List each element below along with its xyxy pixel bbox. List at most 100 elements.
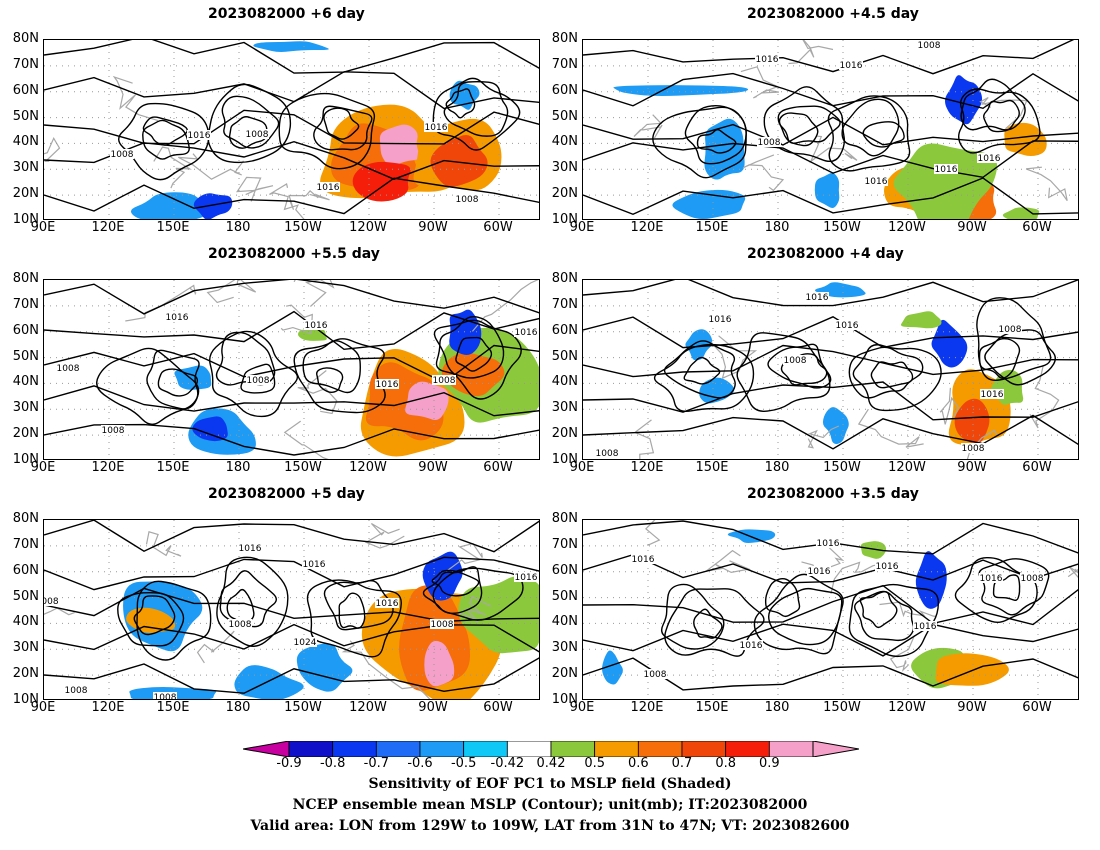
- x-axis-label: 150W: [284, 220, 322, 235]
- x-axis-label: 90W: [418, 460, 448, 475]
- contour-label: 1008: [246, 130, 269, 140]
- y-axis-label: 70N: [12, 536, 39, 552]
- x-axis-label: 150W: [284, 460, 322, 475]
- mslp-contour: [44, 657, 539, 694]
- contour-label: 1008: [456, 195, 479, 205]
- y-axis-label: 70N: [551, 56, 578, 72]
- x-axis-label: 150W: [823, 700, 861, 715]
- x-axis-label: 120W: [888, 460, 926, 475]
- panel-title: 2023082000 +5.5 day: [208, 246, 380, 262]
- contour-label-bg: [375, 379, 399, 389]
- caption-line-3: Valid area: LON from 129W to 109W, LAT f…: [250, 818, 850, 834]
- coastline: [830, 561, 883, 594]
- coastline: [705, 549, 752, 574]
- contour-label-bg: [246, 375, 270, 385]
- mslp-contour: [736, 332, 831, 412]
- contour-label-bg: [64, 685, 88, 695]
- mslp-contour: [763, 86, 846, 163]
- contour-label: 1016: [836, 321, 859, 331]
- coastline: [236, 176, 274, 202]
- coastline: [740, 66, 780, 99]
- contour-label: 008: [44, 597, 59, 607]
- mslp-contour: [435, 316, 505, 379]
- x-axis-label: 60W: [1022, 460, 1052, 475]
- mslp-contour: [44, 310, 539, 351]
- mslp-contour: [768, 587, 843, 646]
- sensitivity-shading: [430, 135, 488, 187]
- mslp-contour: [583, 40, 1075, 75]
- sensitivity-shading: [234, 665, 304, 699]
- coastline: [1067, 565, 1078, 579]
- contour-label: 1016: [981, 390, 1004, 400]
- x-axis-label: 120W: [888, 220, 926, 235]
- sensitivity-shading: [931, 319, 968, 368]
- y-axis-label: 40N: [551, 374, 578, 390]
- mslp-contour: [44, 344, 539, 384]
- contour-label: 1016: [239, 544, 262, 554]
- colorbar-label: 0.7: [671, 756, 693, 771]
- colorbar-segment: [681, 741, 727, 757]
- contour-label-bg: [913, 621, 937, 631]
- colorbar-segment: [768, 741, 814, 757]
- mslp-contour: [44, 177, 539, 215]
- contour-label-bg: [875, 561, 899, 571]
- coastline: [297, 370, 338, 415]
- x-axis-label: 150W: [823, 220, 861, 235]
- mslp-contour: [44, 280, 539, 315]
- y-axis-label: 40N: [12, 614, 39, 630]
- mslp-contour: [316, 367, 344, 394]
- colorbar-label: 0.5: [584, 756, 605, 771]
- map-panel: 1016 1016 1008 1024 1016 1008 1016 008 1008 1008: [43, 519, 540, 700]
- mslp-contour: [583, 414, 1078, 450]
- colorbar-low-end: [243, 741, 290, 757]
- mslp-contour: [583, 623, 1078, 657]
- contour-label: 1016: [303, 560, 326, 570]
- colorbar-label: -0.8: [319, 756, 346, 771]
- mslp-contour: [142, 119, 190, 160]
- x-axis-label: 120E: [630, 460, 664, 475]
- mslp-contour: [455, 336, 493, 372]
- contour-label: 1008: [431, 620, 454, 630]
- mslp-contour: [954, 556, 1038, 623]
- contour-label: 1008: [962, 444, 985, 454]
- map-canvas: 1016 1016 1016 1016 1016 1008 1016 1016 1008: [583, 520, 1078, 699]
- contour-label-bg: [44, 596, 62, 606]
- contour-label-bg: [595, 448, 619, 458]
- mslp-contour: [663, 340, 736, 399]
- y-axis-label: 60N: [12, 562, 39, 578]
- y-axis-label: 80N: [551, 271, 578, 286]
- mslp-contour: [978, 558, 1050, 616]
- mslp-contour: [443, 80, 509, 137]
- mslp-contour: [983, 99, 1020, 133]
- mslp-contour: [433, 319, 522, 400]
- sensitivity-shading: [685, 329, 713, 361]
- contour-label: 1016: [425, 123, 448, 133]
- coastline: [939, 387, 960, 425]
- sensitivity-shading: [174, 365, 212, 390]
- mslp-contour: [652, 106, 747, 179]
- contour-label-bg: [238, 543, 262, 553]
- mslp-contour: [780, 353, 828, 386]
- contour-label-bg: [961, 443, 985, 453]
- y-axis-label: 20N: [12, 186, 39, 202]
- coastline: [710, 335, 758, 380]
- contour-label: 1016: [914, 622, 937, 632]
- y-axis-label: 20N: [12, 426, 39, 442]
- coastline: [44, 136, 61, 163]
- sensitivity-shading: [130, 192, 209, 219]
- coastline: [44, 607, 75, 616]
- coastline: [145, 531, 182, 557]
- contour-label: 1016: [376, 599, 399, 609]
- contour-label-bg: [783, 355, 807, 365]
- caption-line-1: Sensitivity of EOF PC1 to MSLP field (Sh…: [368, 776, 732, 792]
- map-panel: 1016 1016 1016 1016 1016 1008 1016 1016 1008: [582, 519, 1079, 700]
- mslp-contour: [313, 105, 373, 151]
- colorbar-label: -0.42: [490, 756, 525, 771]
- y-axis-label: 80N: [551, 31, 578, 46]
- y-axis-label: 30N: [12, 400, 39, 416]
- x-axis-label: 150W: [823, 460, 861, 475]
- y-axis-label: 40N: [551, 134, 578, 150]
- mslp-contour: [208, 330, 299, 418]
- x-axis-label: 90E: [30, 220, 56, 235]
- mslp-contour: [848, 583, 940, 658]
